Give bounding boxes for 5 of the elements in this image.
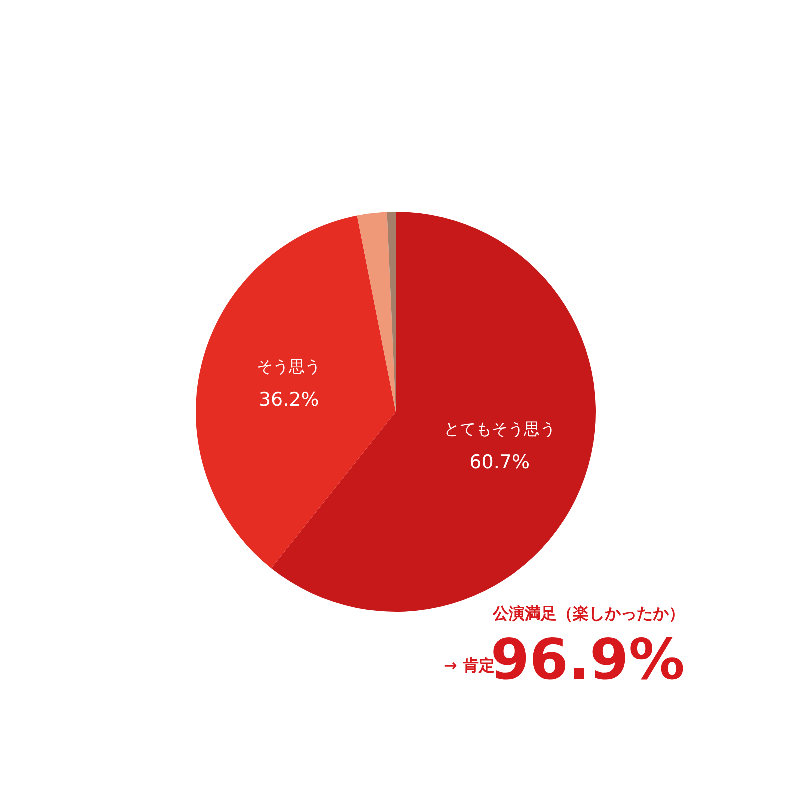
slice-label: とてもそう思う	[444, 419, 556, 438]
slice-label: そう思う	[257, 356, 322, 376]
data-label: 60.7%	[470, 451, 530, 474]
text: 公演満足（楽しかったか）	[493, 604, 685, 625]
data-label: 36.2%	[258, 388, 320, 411]
